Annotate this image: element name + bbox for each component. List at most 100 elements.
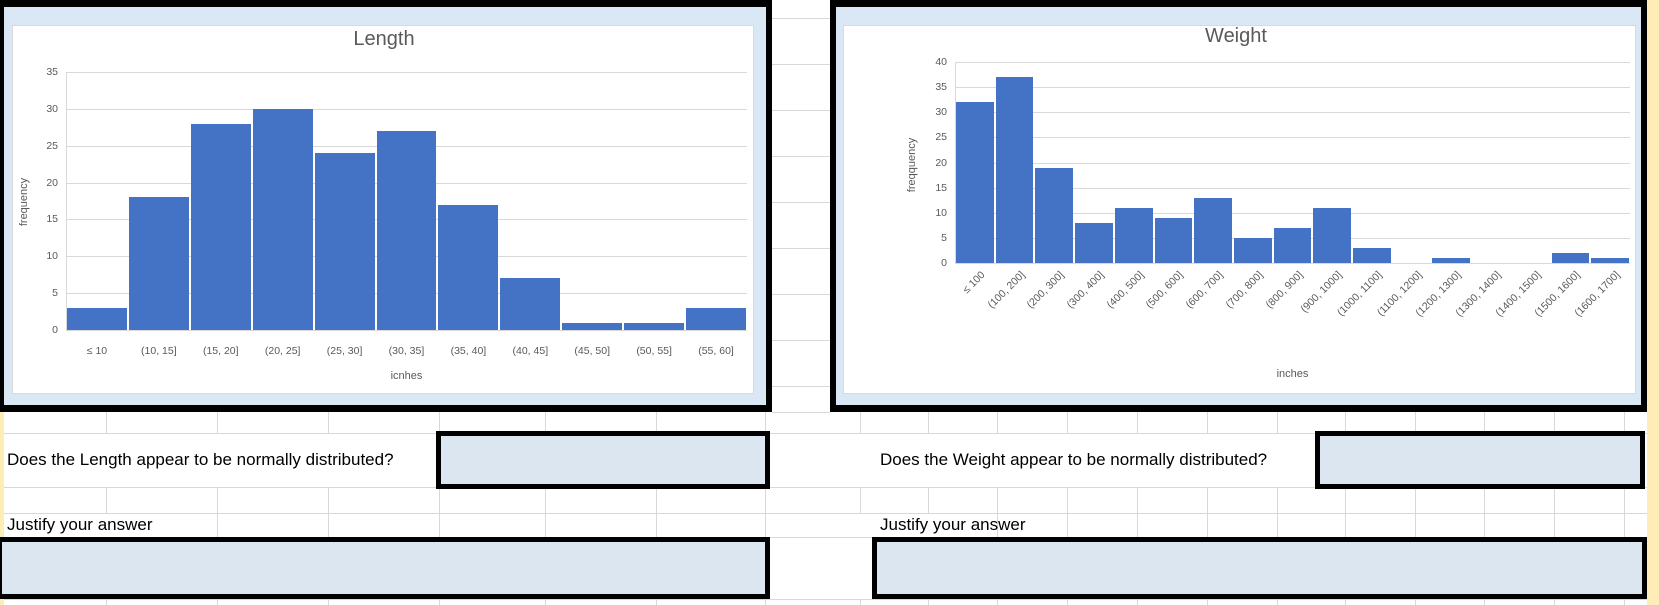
column-gridline [217,599,218,605]
row-gridline [772,248,830,249]
histogram-bar [376,130,437,330]
column-gridline [545,487,546,513]
column-gridline [106,599,107,605]
y-tick-label: 35 [935,81,947,94]
column-gridline [1415,487,1416,513]
column-gridline [1207,487,1208,513]
histogram-bar [686,307,746,330]
row-gridline [4,537,1647,538]
weight-justify-label: Justify your answer [880,515,1026,534]
y-gridline [66,330,747,331]
column-gridline [439,487,440,513]
weight-x-axis-title: inches [1276,368,1309,380]
y-gridline [955,187,1630,189]
histogram-bar [1114,207,1153,263]
histogram-bar [500,278,561,330]
length-answer-cell[interactable] [436,431,770,489]
x-category-label: (25, 30] [326,345,363,357]
column-gridline [1137,599,1138,605]
x-category-label: (40, 45] [512,345,549,357]
column-gridline [1277,412,1278,433]
histogram-bar [1432,257,1471,263]
column-gridline [765,599,766,605]
histogram-bar [624,322,685,330]
column-gridline [1554,487,1555,513]
column-gridline [439,513,440,537]
column-gridline [656,487,657,513]
column-gridline [1484,513,1485,537]
x-category-label: (10, 15] [141,345,177,357]
histogram-bar [67,307,127,330]
column-gridline [1554,599,1555,605]
column-gridline [1415,412,1416,433]
column-gridline [860,599,861,605]
x-category-label: ≤ 10 [86,345,108,357]
row-gridline [772,156,830,157]
histogram-bar [1353,247,1391,263]
row-gridline [772,340,830,341]
column-gridline [1345,599,1346,605]
y-gridline [955,137,1630,139]
column-gridline [1067,412,1068,433]
weight-answer-cell[interactable] [1315,431,1645,489]
length-question-label: Does the Length appear to be normally di… [7,450,394,469]
y-gridline [66,108,747,110]
histogram-bar [190,123,251,330]
column-gridline [1207,513,1208,537]
length-justification-cell[interactable] [0,537,770,599]
row-gridline [4,487,1647,488]
column-gridline [1624,513,1625,537]
y-gridline [955,212,1630,214]
column-gridline [439,599,440,605]
histogram-bar [252,108,313,330]
y-gridline [955,62,1630,63]
y-tick-label: 40 [935,56,947,68]
weight-chart-frame[interactable]: Weight freqquency inches 0 5 10 15 20 25 30 35 4… [830,0,1647,412]
column-gridline [928,487,929,513]
histogram-bar [1035,167,1074,263]
row-gridline [4,433,1647,434]
length-y-axis-title: frequency [18,177,30,227]
column-gridline [1484,412,1485,433]
weight-justification-cell[interactable] [872,537,1647,599]
column-gridline [328,487,329,513]
row-gridline [772,202,830,203]
histogram-bar [1313,207,1352,263]
column-gridline [765,513,766,537]
histogram-bar [956,102,994,263]
x-category-label: (15, 20] [202,345,239,357]
y-tick-label: 10 [935,206,947,219]
left-highlight-strip [0,412,4,605]
weight-chart-title: Weight [1205,25,1267,47]
histogram-bar [314,153,375,330]
histogram-bar [1591,257,1629,263]
column-gridline [765,412,766,433]
histogram-bar [438,204,499,330]
column-gridline [217,487,218,513]
y-tick-label: 25 [46,139,58,152]
row-gridline [772,386,830,387]
column-gridline [765,487,766,513]
histogram-bar [1233,237,1272,263]
length-chart-frame[interactable]: Length frequency icnhes 0 5 10 15 20 25 30 35 ≤ … [0,0,772,412]
y-tick-label: 5 [941,231,947,244]
x-category-label: (35, 40] [450,345,487,357]
y-gridline [955,162,1630,164]
column-gridline [328,513,329,537]
row-gridline [772,64,830,65]
column-gridline [656,599,657,605]
column-gridline [545,513,546,537]
x-category-label: (20, 25] [264,345,301,357]
histogram-bar [1273,227,1312,263]
histogram-bar [1154,217,1193,263]
column-gridline [860,412,861,433]
x-category-label: (45, 50] [574,345,611,357]
y-tick-label: 30 [935,106,947,119]
y-tick-label: 0 [941,257,947,269]
x-category-label: (30, 35] [388,345,425,357]
column-gridline [1554,513,1555,537]
column-gridline [1415,513,1416,537]
y-gridline [955,112,1630,114]
right-highlight-strip [1647,0,1659,605]
